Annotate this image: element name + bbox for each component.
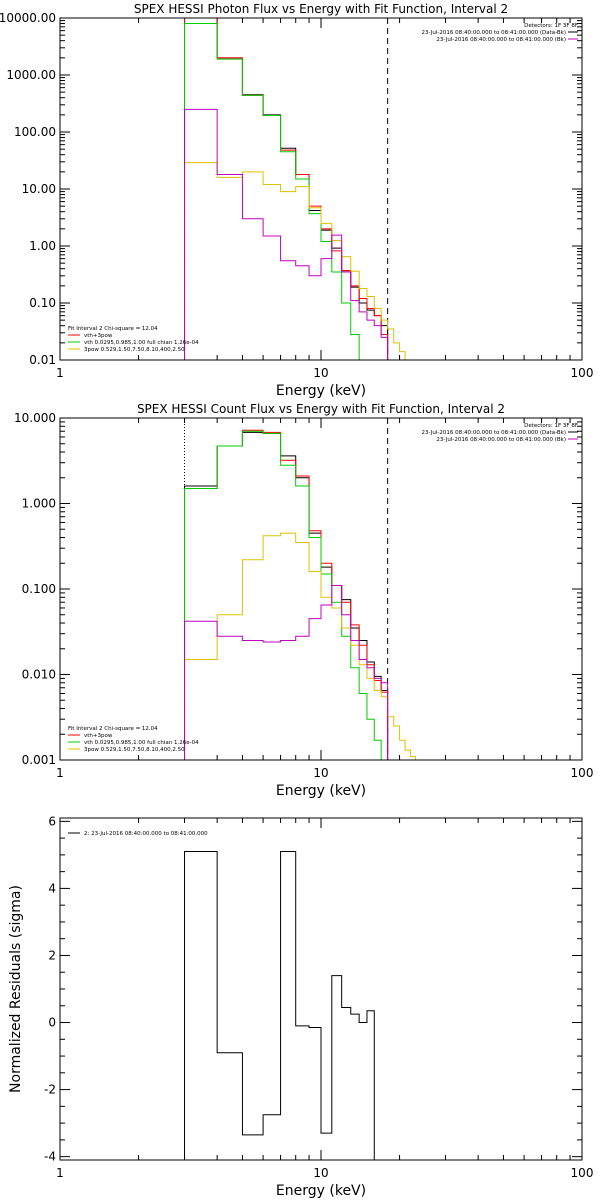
y-tick-label: -2 (44, 1083, 56, 1097)
series-group (184, 18, 411, 360)
plot-frame (59, 817, 583, 1161)
y-tick-label: 1.000 (22, 497, 56, 511)
series-line-3pow (184, 162, 411, 360)
legend-entry: Detectors: 1F 3F 8F (524, 23, 578, 29)
legend-entry: 23-Jul-2016 08:40:00.000 to 08:41:00.000… (422, 30, 567, 36)
x-tick-label: 1 (56, 766, 64, 780)
series-group (184, 851, 375, 1160)
y-ticks (60, 820, 582, 1158)
y-tick-label: 10.00 (22, 182, 56, 196)
y-axis-label: Normalized Residuals (sigma) (8, 885, 24, 1093)
chart-title: SPEX HESSI Photon Flux vs Energy with Fi… (134, 2, 508, 16)
x-tick-label: 10 (313, 1166, 328, 1180)
x-axis-label: Energy (keV) (276, 1183, 366, 1199)
y-tick-label: 10.000 (14, 411, 56, 425)
x-tick-label: 10 (313, 366, 328, 380)
chart-panel-3: 1 10 100 6 4 2 0 -2 -4 Energy (keV) Normalized Res… (8, 814, 593, 1199)
series-group (184, 429, 416, 760)
legend-entry: 23-Jul-2016 08:40:00.000 to 08:41:00.000… (436, 437, 566, 443)
legend-entry: Fit Interval 2 Chi-square = 12.04 (68, 726, 158, 732)
series-line-3pow (184, 532, 416, 760)
y-tick-label: 0.100 (22, 582, 56, 596)
series-line-bk (184, 584, 389, 760)
x-ticks (59, 18, 571, 360)
series-line-data-bk (184, 18, 389, 360)
x-ticks (59, 418, 571, 760)
chart-panel-1: SPEX HESSI Photon Flux vs Energy with Fi… (0, 2, 593, 399)
legend-entry: Detectors: 1F 3F 8F (524, 423, 578, 429)
y-tick-label: 1000.00 (6, 68, 56, 82)
y-tick-label: 0 (48, 1016, 56, 1030)
x-axis-label: Energy (keV) (276, 383, 366, 399)
series-line-vth (184, 23, 360, 360)
chart-title: SPEX HESSI Count Flux vs Energy with Fit… (137, 402, 505, 416)
series-line-bk (184, 108, 389, 360)
y-tick-label: 0.01 (29, 353, 56, 367)
y-tick-label: 0.001 (22, 753, 56, 767)
series-line-data-bk (184, 431, 389, 760)
legend-entry: vth+3pow (84, 333, 113, 339)
legend-entry: vth 0.0295,0.985,1.00 full chian 1.26e-0… (84, 740, 199, 746)
y-tick-label: 0.010 (22, 668, 56, 682)
y-tick-label: 4 (48, 881, 56, 895)
legend-entry: Fit Interval 2 Chi-square = 12.04 (68, 326, 158, 332)
y-tick-label: -4 (44, 1150, 56, 1164)
x-ticks (59, 818, 571, 1160)
plot-frame (59, 417, 583, 761)
series-line-vth-3pow (184, 18, 389, 360)
y-ticks (60, 20, 582, 361)
y-tick-label: 0.10 (29, 296, 56, 310)
y-ticks (60, 421, 582, 761)
x-axis-label: Energy (keV) (276, 783, 366, 799)
x-tick-label: 1 (56, 1166, 64, 1180)
x-tick-label: 100 (571, 1166, 594, 1180)
y-tick-label: 10000.00 (0, 11, 56, 25)
legend-entry: 23-Jul-2016 08:40:00.000 to 08:41:00.000… (436, 37, 566, 43)
series-line-vth-3pow (184, 429, 389, 760)
x-tick-label: 1 (56, 366, 64, 380)
legend-entry: 3pow 0.529,1.50,7.50,8.10,400,2.50 (84, 347, 185, 353)
legend-entry: 3pow 0.529,1.50,7.50,8.10,400,2.50 (84, 747, 185, 753)
y-tick-label: 1.00 (29, 239, 56, 253)
x-tick-label: 10 (313, 766, 328, 780)
y-tick-label: 6 (48, 814, 56, 828)
x-tick-label: 100 (571, 366, 594, 380)
y-tick-label: 2 (48, 948, 56, 962)
series-line-2-23-jul-2016-08-40-00-000-to-08-41-00-000 (184, 851, 375, 1160)
legend-entry: 23-Jul-2016 08:40:00.000 to 08:41:00.000… (422, 430, 567, 436)
chart-panel-2: SPEX HESSI Count Flux vs Energy with Fit… (14, 402, 593, 799)
plot-frame (59, 17, 583, 361)
x-tick-label: 100 (571, 766, 594, 780)
legend-entry: 2: 23-Jul-2016 08:40:00.000 to 08:41:00.… (84, 831, 208, 837)
series-line-vth (184, 430, 389, 760)
y-tick-label: 100.00 (14, 125, 56, 139)
legend-entry: vth+3pow (84, 733, 113, 739)
legend-entry: vth 0.0295,0.985,1.00 full chian 1.26e-0… (84, 340, 199, 346)
